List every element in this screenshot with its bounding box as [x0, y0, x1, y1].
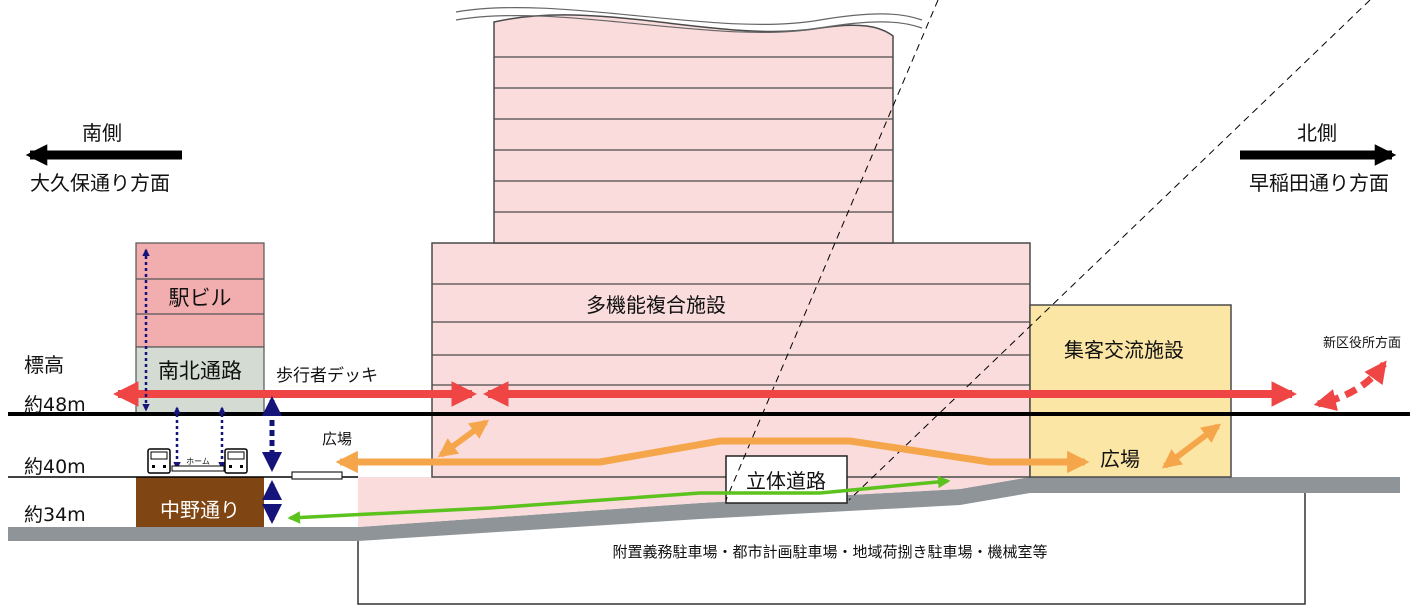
north-south-passage-label: 南北通路	[158, 359, 242, 383]
sight-line-2	[848, 0, 1371, 501]
platform	[171, 465, 225, 472]
train-icon	[147, 448, 171, 474]
platform-label: ホーム	[186, 457, 210, 466]
sight-line-1	[725, 0, 939, 501]
ward-office-arrow	[1313, 360, 1387, 412]
multipurpose-facility-label: 多機能複合施設	[586, 293, 726, 317]
tower-break-line	[455, 7, 923, 25]
plaza-arrow	[335, 437, 1090, 474]
tower-body	[493, 14, 894, 244]
level-48m: 約48m	[24, 394, 86, 416]
train-icon	[224, 448, 248, 474]
station-building-label: 駅ビル	[169, 286, 232, 310]
small-slab	[291, 471, 343, 480]
north-side-label: 北側	[1297, 121, 1337, 145]
plaza-label-right: 広場	[1100, 447, 1140, 471]
parking-label: 附置義務駐車場・都市計画駐車場・地域荷捌き駐車場・機械室等	[612, 543, 1047, 561]
level-40m: 約40m	[24, 456, 86, 478]
underground-box	[357, 493, 1306, 605]
elevated-road-label: 立体道路	[746, 469, 826, 493]
plaza-diag-arrow-left	[437, 419, 490, 458]
nakano-dori-box	[136, 477, 264, 527]
plaza-label-left: 広場	[322, 430, 352, 448]
nakano-dori-label: 中野通り	[160, 498, 240, 522]
station-building-stack	[135, 242, 265, 527]
station-building	[135, 242, 265, 348]
level-34m: 約34m	[24, 504, 86, 526]
tower-break-line	[455, 15, 923, 33]
south-side-label: 南側	[82, 121, 122, 145]
elevation-heading: 標高	[24, 353, 64, 377]
new-ward-office-label: 新区役所方面	[1323, 335, 1401, 351]
north-direction-label: 早稲田通り方面	[1249, 171, 1389, 195]
road-arrow	[287, 475, 951, 524]
visitor-exchange-facility-label: 集客交流施設	[1064, 338, 1184, 362]
south-direction-label: 大久保通り方面	[30, 171, 170, 195]
pedestrian-deck-label: 歩行者デッキ	[276, 365, 378, 386]
plaza-diag-arrow-right	[1161, 423, 1222, 469]
ground-gray-left	[8, 527, 358, 541]
